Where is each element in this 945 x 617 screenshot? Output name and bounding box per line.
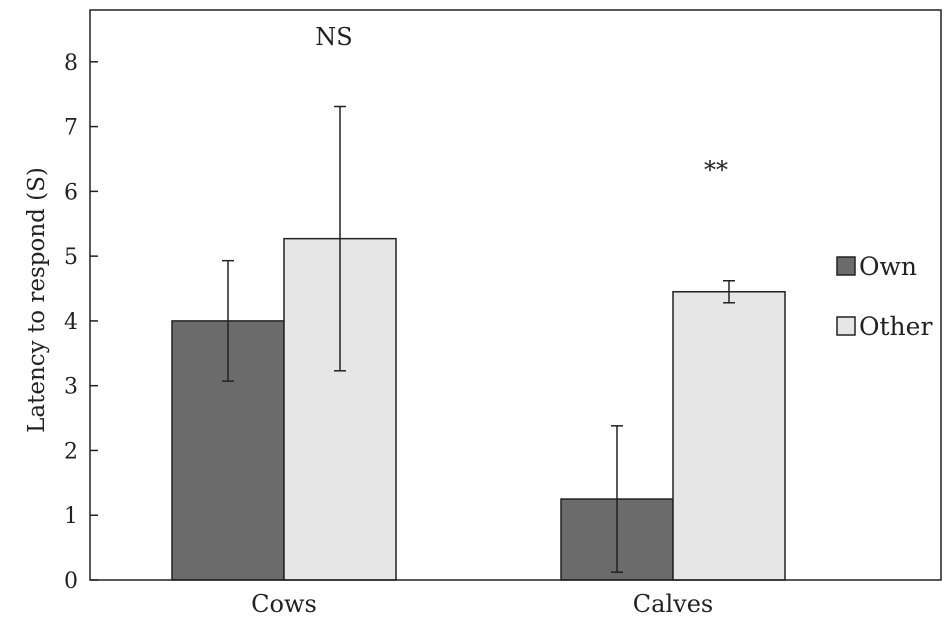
legend-swatch-other <box>836 316 856 336</box>
y-tick-label: 1 <box>64 504 78 529</box>
y-tick-label: 2 <box>64 439 78 464</box>
y-tick-label: 5 <box>64 245 78 270</box>
y-tick-label: 7 <box>64 116 78 141</box>
y-tick-label: 3 <box>64 375 78 400</box>
y-tick-label: 8 <box>64 51 78 76</box>
y-tick-label: 6 <box>64 180 78 205</box>
y-tick-label: 0 <box>64 569 78 594</box>
plot-frame <box>89 9 942 581</box>
y-axis-label: Latency to respond (S) <box>24 167 50 433</box>
legend: Own Other <box>836 252 932 341</box>
category-label-cows: Cows <box>251 590 317 617</box>
legend-swatch-own <box>836 256 856 276</box>
y-tick-label: 4 <box>64 310 78 335</box>
significance-label-calves: ** <box>704 156 728 184</box>
legend-label-other: Other <box>859 312 932 341</box>
legend-label-own: Own <box>859 252 917 281</box>
significance-label-cows: NS <box>315 23 352 51</box>
category-label-calves: Calves <box>633 590 713 617</box>
bar-other-calves <box>672 291 786 581</box>
